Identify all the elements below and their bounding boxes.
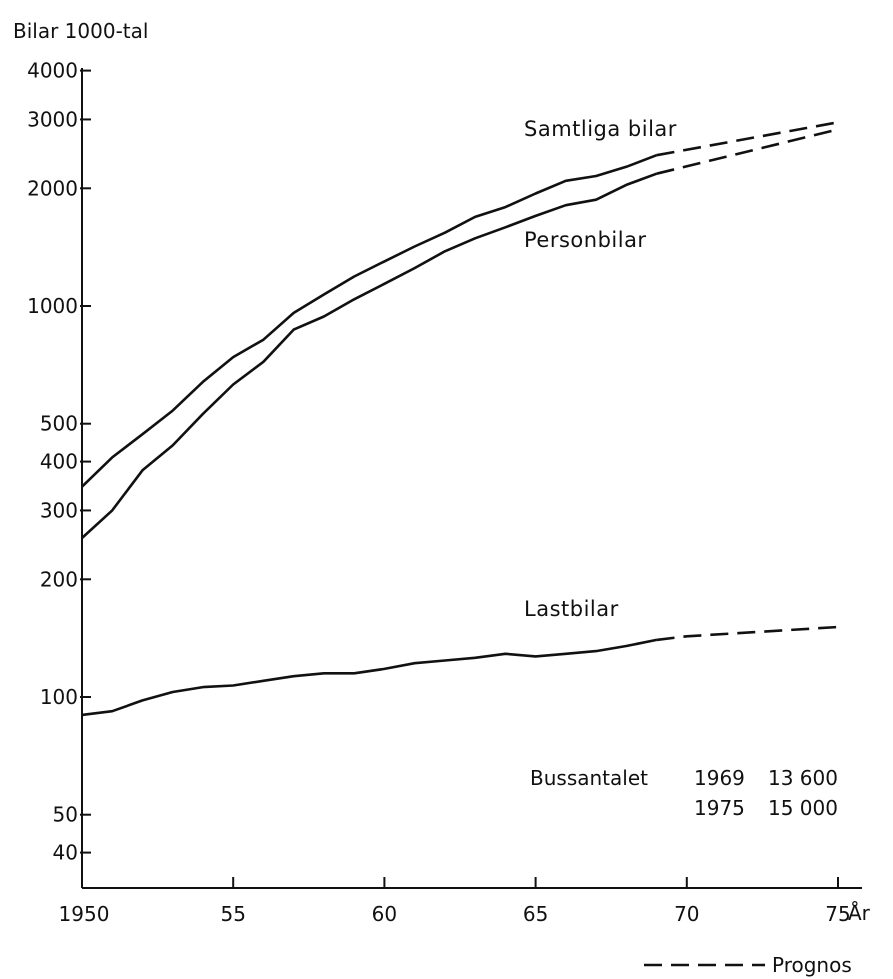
series-line-samtliga-bilar	[81, 153, 658, 488]
y-tick-label-400: 400	[40, 450, 78, 474]
y-tick-label-100: 100	[40, 685, 78, 709]
series-label-personbilar: Personbilar	[524, 228, 647, 252]
forecast-line-lastbilar	[656, 625, 839, 642]
y-tick-label-3000: 3000	[27, 107, 78, 131]
y-axis-title: Bilar 1000-tal	[13, 19, 148, 43]
legend-label: Prognos	[772, 953, 852, 977]
x-tick-label-1950: 1950	[59, 902, 110, 926]
x-tick-label-60: 60	[372, 902, 397, 926]
x-tick-label-70: 70	[674, 902, 699, 926]
y-tick-label-4000: 4000	[27, 59, 78, 83]
bus-label: Bussantalet	[530, 766, 648, 790]
y-tick-label-50: 50	[53, 803, 78, 827]
y-tick-label-300: 300	[40, 498, 78, 522]
y-tick-label-40: 40	[53, 841, 78, 865]
series-group	[81, 121, 839, 717]
bus-row-1-year: 1969	[694, 766, 745, 790]
series-label-samtliga-bilar: Samtliga bilar	[524, 117, 677, 141]
x-tick-label-65: 65	[523, 902, 548, 926]
bus-row-2-year: 1975	[694, 796, 745, 820]
y-tick-label-500: 500	[40, 412, 78, 436]
y-tick-label-200: 200	[40, 567, 78, 591]
bus-row-1-value: 13 600	[768, 766, 838, 790]
y-tick-label-1000: 1000	[27, 294, 78, 318]
series-line-personbilar	[81, 172, 658, 539]
forecast-line-personbilar	[656, 128, 839, 175]
x-tick-label-75: 75	[825, 902, 850, 926]
series-label-lastbilar: Lastbilar	[524, 597, 619, 621]
series-line-lastbilar	[81, 638, 657, 717]
y-tick-label-2000: 2000	[27, 176, 78, 200]
forecast-line-samtliga-bilar	[656, 121, 839, 157]
bus-annotation: Bussantalet 1969 13 600 1975 15 000	[530, 766, 838, 820]
y-ticks: 4000 3000 2000 1000 500 400 300 200 100 50 40	[27, 59, 91, 865]
x-ticks: 1950 55 60 65 70 75	[59, 877, 851, 926]
bus-row-2-value: 15 000	[768, 796, 838, 820]
x-axis-title: År	[848, 901, 871, 925]
legend: Prognos	[644, 953, 852, 977]
x-tick-label-55: 55	[220, 902, 245, 926]
